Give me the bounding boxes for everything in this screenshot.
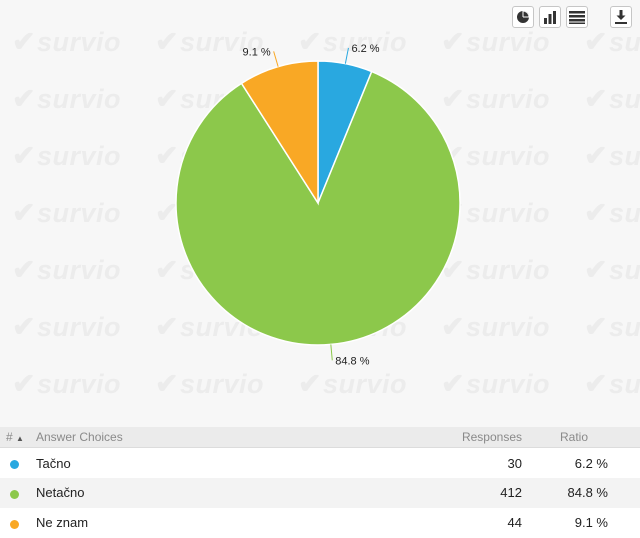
table-row: Netačno 412 84.8 % bbox=[0, 478, 640, 508]
survio-watermark: ✔survio bbox=[441, 83, 550, 114]
responses-count: 44 bbox=[426, 507, 522, 538]
survio-watermark: ✔survio bbox=[298, 368, 407, 399]
pie-slice-ne-znam bbox=[240, 60, 319, 206]
slice-label-connector bbox=[273, 51, 279, 67]
table-row: Ne znam 44 9.1 % bbox=[0, 507, 640, 538]
survio-watermark: ✔survio bbox=[12, 26, 121, 57]
table-row: Tačno 30 6.2 % bbox=[0, 447, 640, 478]
survio-watermark: ✔survio bbox=[584, 26, 640, 57]
survio-watermark: ✔survio bbox=[441, 26, 550, 57]
pie-chart: 6.2 % 84.8 % 9.1 % bbox=[175, 43, 461, 367]
survio-watermark: ✔survio bbox=[12, 197, 121, 228]
slice-percent-label: 9.1 % bbox=[243, 46, 271, 58]
survio-watermark: ✔survio bbox=[298, 26, 407, 57]
answer-label: Ne znam bbox=[36, 507, 426, 538]
slice-label-connector bbox=[344, 47, 349, 64]
pie-chart-view-button[interactable] bbox=[512, 6, 534, 28]
survio-watermark: ✔survio bbox=[441, 368, 550, 399]
bar-chart-view-button[interactable] bbox=[539, 6, 561, 28]
answer-table: # ▲ Answer Choices Responses Ratio Tačno… bbox=[0, 427, 640, 538]
responses-count: 30 bbox=[426, 447, 522, 478]
sort-ascending-icon: ▲ bbox=[16, 434, 24, 443]
survio-watermark: ✔survio bbox=[12, 140, 121, 171]
survio-watermark: ✔survio bbox=[584, 311, 640, 342]
slice-percent-label: 6.2 % bbox=[351, 43, 379, 55]
survio-watermark: ✔survio bbox=[441, 254, 550, 285]
survio-watermark: ✔survio bbox=[12, 254, 121, 285]
answer-label: Tačno bbox=[36, 447, 426, 478]
survio-watermark: ✔survio bbox=[12, 83, 121, 114]
survio-watermark: ✔survio bbox=[584, 368, 640, 399]
sort-column-header[interactable]: # ▲ bbox=[0, 427, 36, 448]
download-button[interactable] bbox=[610, 6, 632, 28]
survio-watermark: ✔survio bbox=[584, 254, 640, 285]
bar-chart-icon bbox=[544, 11, 556, 24]
table-list-icon bbox=[569, 11, 585, 24]
color-swatch-cell bbox=[0, 507, 36, 538]
watermark-layer: ✔survio ✔survio ✔survio ✔survio ✔survio ✔surv… bbox=[12, 26, 640, 399]
pie-chart-icon bbox=[517, 11, 529, 23]
slice-label-connector bbox=[330, 344, 333, 361]
color-swatch-cell bbox=[0, 478, 36, 508]
table-header-row: # ▲ Answer Choices Responses Ratio bbox=[0, 427, 640, 448]
slice-percent-label: 84.8 % bbox=[335, 355, 369, 367]
color-swatch-cell bbox=[0, 447, 36, 478]
chart-area: ✔survio ✔survio ✔survio ✔survio ✔survio ✔surv… bbox=[12, 6, 640, 399]
table-view-button[interactable] bbox=[566, 6, 588, 28]
legend-dot-netacno bbox=[10, 489, 19, 499]
ratio-value: 6.2 % bbox=[522, 447, 640, 478]
survio-watermark: ✔survio bbox=[584, 197, 640, 228]
survio-watermark: ✔survio bbox=[12, 311, 121, 342]
answer-label: Netačno bbox=[36, 478, 426, 508]
responses-count: 412 bbox=[426, 478, 522, 508]
sort-column-label: # bbox=[6, 430, 13, 444]
survio-watermark: ✔survio bbox=[155, 368, 264, 399]
survio-watermark: ✔survio bbox=[584, 140, 640, 171]
download-icon bbox=[615, 10, 627, 24]
ratio-value: 84.8 % bbox=[522, 478, 640, 508]
survio-watermark: ✔survio bbox=[584, 83, 640, 114]
survio-watermark: ✔survio bbox=[441, 311, 550, 342]
responses-header[interactable]: Responses bbox=[426, 427, 522, 448]
ratio-value: 9.1 % bbox=[522, 507, 640, 538]
chart-toolbar bbox=[512, 6, 632, 30]
ratio-header[interactable]: Ratio bbox=[522, 427, 640, 448]
pie-slice-netacno bbox=[175, 70, 461, 346]
survio-watermark: ✔survio bbox=[155, 26, 264, 57]
answer-choices-header[interactable]: Answer Choices bbox=[36, 427, 426, 448]
legend-dot-ne-znam bbox=[10, 519, 19, 529]
survio-watermark: ✔survio bbox=[12, 368, 121, 399]
legend-dot-tacno bbox=[10, 459, 19, 469]
